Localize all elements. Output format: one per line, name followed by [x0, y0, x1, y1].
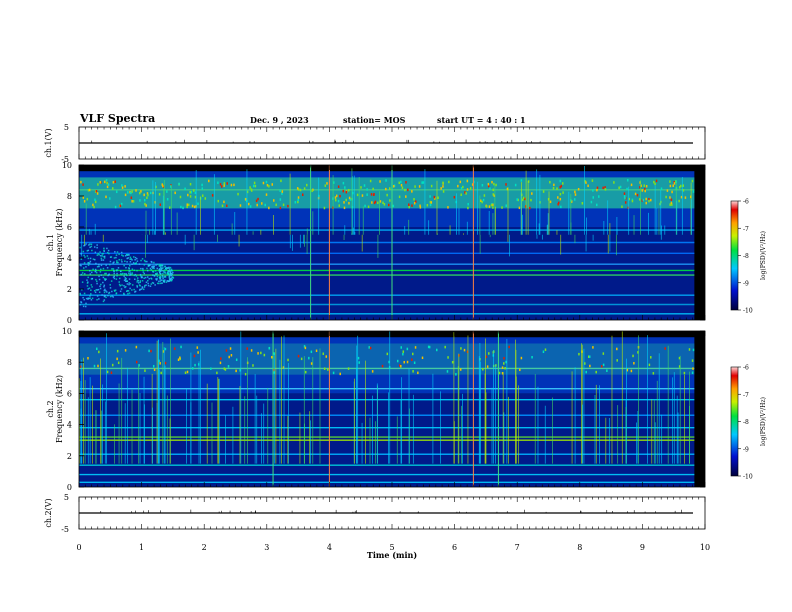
ch1-spectrogram-channel-label: ch.1: [46, 234, 55, 251]
ch2-spectrogram-ytick-10: 10: [62, 327, 72, 336]
ch1-spectrogram-ytick-2: 2: [67, 285, 72, 294]
ch1-spectrogram-colorbar-tick-m7: -7: [743, 226, 749, 233]
xtick-1: 1: [139, 543, 144, 552]
ch1-spectrogram-ytick-6: 6: [67, 223, 72, 232]
ch2-spectrogram-colorbar-tick-m10: -10: [743, 474, 753, 481]
ch1-spectrogram-colorbar-tick-m6: -6: [743, 199, 749, 206]
ch2-spectrogram-colorbar-tick-m9: -9: [743, 446, 749, 453]
xtick-0: 0: [76, 543, 81, 552]
ch2-spectrogram-channel-label: ch.2: [46, 400, 55, 417]
ch1-spectrogram-ytick-8: 8: [67, 192, 72, 201]
ch2-spectrogram-ytick-0: 0: [67, 483, 72, 492]
start-time-label: start UT = 4 : 40 : 1: [437, 115, 526, 125]
xtick-9: 9: [640, 543, 645, 552]
xtick-4: 4: [327, 543, 332, 552]
ch1-waveform-panel: 5 -5 ch.1(V): [44, 123, 706, 164]
x-axis-label: Time (min): [367, 550, 417, 560]
ch1-spectrogram-ytick-4: 4: [67, 254, 72, 263]
xtick-2: 2: [202, 543, 207, 552]
ch2-spectrogram-colorbar-tick-m6: -6: [743, 365, 749, 372]
ch2-spectrogram-ytick-4: 4: [67, 421, 72, 430]
ch2-spectrogram-colorbar: [730, 366, 739, 477]
ch1-spectrogram-ytick-10: 10: [62, 161, 72, 170]
ch2-spectrogram-ylabel: Frequency (kHz): [55, 375, 64, 443]
xtick-6: 6: [452, 543, 457, 552]
ch1-spectrogram-colorbar-tick-m10: -10: [743, 308, 753, 315]
ch1-waveform-ytick-bottom: -5: [61, 155, 69, 164]
ch1-spectrogram-ytick-0: 0: [67, 316, 72, 325]
ch2-waveform-ytick-bottom: -5: [61, 525, 69, 534]
figure-title: VLF Spectra: [80, 112, 156, 125]
ch1-waveform-ytick-top: 5: [64, 123, 69, 132]
ch2-spectrogram-green-band: [79, 343, 695, 375]
xtick-3: 3: [264, 543, 269, 552]
ch2-spectrogram-ytick-6: 6: [67, 389, 72, 398]
xtick-8: 8: [577, 543, 582, 552]
ch2-spectrogram-colorbar-tick-m7: -7: [743, 392, 749, 399]
ch2-spectrogram-panel: 0 2 4 6 8 10 ch.2 Frequency (kHz) -6 -7 -8 -9 -10 log…: [46, 327, 767, 492]
x-axis: 0 1 2 3 4 5 6 7 8 9 10 Time (min): [76, 543, 710, 560]
date-label: Dec. 9 , 2023: [250, 115, 309, 125]
ch1-spectrogram-ylabel: Frequency (kHz): [55, 208, 64, 276]
ch1-spectrogram-colorbar-tick-m8: -8: [743, 253, 749, 260]
ch1-spectrogram-colorbar: [730, 200, 739, 311]
ch2-waveform-ytick-top: 5: [64, 493, 69, 502]
ch1-waveform-ylabel: ch.1(V): [44, 128, 53, 157]
ch2-waveform-panel: 5 -5 ch.2(V): [44, 493, 706, 534]
ch2-waveform-ylabel: ch.2(V): [44, 498, 53, 527]
ch2-spectrogram-colorbar-label: log(PSD)(V²/Hz): [760, 397, 767, 446]
ch1-spectrogram-panel: 0 2 4 6 8 10 ch.1 Frequency (kHz) -6 -7 -8 -9 -10 log…: [46, 161, 767, 325]
ch2-spectrogram-colorbar-tick-m8: -8: [743, 419, 749, 426]
xtick-5: 5: [389, 543, 394, 552]
xtick-7: 7: [515, 543, 520, 552]
station-label: station= MOS: [343, 115, 406, 125]
ch1-spectrogram-colorbar-tick-m9: -9: [743, 280, 749, 287]
ch1-spectrogram-colorbar-label: log(PSD)(V²/Hz): [760, 231, 767, 280]
ch2-spectrogram-ytick-2: 2: [67, 452, 72, 461]
ch2-spectrogram-ytick-8: 8: [67, 358, 72, 367]
xtick-10: 10: [700, 543, 710, 552]
